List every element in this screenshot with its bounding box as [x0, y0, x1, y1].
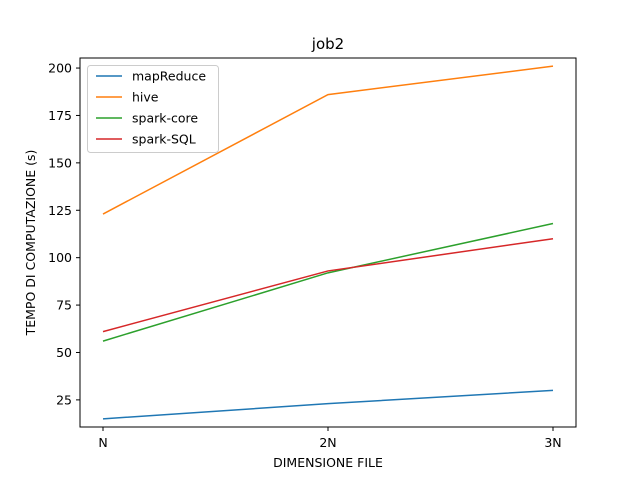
y-tick-label: 75	[56, 298, 72, 313]
y-axis-label: TEMPO DI COMPUTAZIONE (s)	[23, 150, 38, 337]
x-axis: N 2N 3N	[98, 427, 562, 450]
series-layer	[102, 65, 554, 420]
series-line-spark-core	[102, 222, 554, 342]
y-tick-label: 150	[48, 155, 72, 170]
x-tick-label: N	[98, 435, 107, 450]
legend-label-mapreduce: mapReduce	[132, 69, 206, 84]
series-line-mapreduce	[102, 389, 554, 420]
y-axis: 25 50 75 100 125 150 175 200	[48, 61, 80, 407]
chart-title: job2	[311, 35, 344, 53]
series-line-spark-sql	[102, 237, 554, 333]
x-tick-label: 3N	[544, 435, 561, 450]
y-tick-label: 25	[56, 392, 72, 407]
series-line-hive	[102, 65, 554, 215]
y-tick-label: 125	[48, 203, 72, 218]
legend-box	[87, 65, 219, 153]
legend-label-hive: hive	[132, 90, 159, 105]
y-tick-label: 100	[48, 250, 72, 265]
y-tick-label: 50	[56, 345, 72, 360]
x-tick-label: 2N	[319, 435, 336, 450]
x-axis-label: DIMENSIONE FILE	[273, 455, 383, 470]
legend-entries: mapReduce hive spark-core spark-SQL	[96, 69, 206, 147]
y-tick-label: 200	[48, 61, 72, 76]
legend: mapReduce hive spark-core spark-SQL	[87, 65, 219, 153]
legend-label-spark-core: spark-core	[132, 111, 198, 126]
legend-label-spark-sql: spark-SQL	[132, 132, 196, 147]
y-tick-label: 175	[48, 108, 72, 123]
